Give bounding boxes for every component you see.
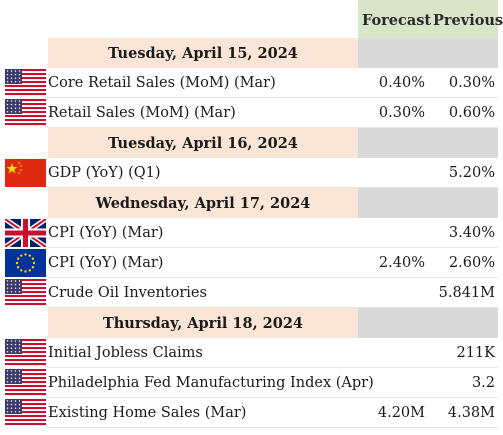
date-band-values — [358, 128, 498, 158]
previous-column-header: Previous — [433, 12, 503, 29]
previous-value: 3.40% — [448, 225, 495, 241]
row-divider — [48, 427, 498, 428]
forecast-value: 0.30% — [378, 105, 425, 121]
date-label: Thursday, April 18, 2024 — [102, 315, 304, 332]
us-flag-icon — [5, 99, 46, 127]
uk-flag-icon — [3, 216, 48, 250]
date-label: Tuesday, April 15, 2024 — [108, 45, 298, 62]
previous-value: 2.60% — [448, 255, 495, 271]
calendar-header: Forecast Previous — [0, 0, 503, 38]
date-label: Tuesday, April 16, 2024 — [108, 135, 298, 152]
forecast-value: 2.40% — [378, 255, 425, 271]
date-band — [48, 38, 358, 68]
date-band-values — [358, 38, 498, 68]
date-band — [48, 188, 358, 218]
event-name: Philadelphia Fed Manufacturing Index (Ap… — [48, 375, 374, 391]
row-divider — [48, 277, 498, 278]
date-section-header: Thursday, April 18, 2024 — [0, 308, 503, 338]
event-name: Crude Oil Inventories — [48, 285, 207, 301]
row-divider — [48, 97, 498, 98]
event-name: GDP (YoY) (Q1) — [48, 165, 161, 181]
eu-flag-icon — [5, 249, 46, 277]
date-label: Wednesday, April 17, 2024 — [95, 195, 311, 212]
calendar-body: Tuesday, April 15, 2024 Core Retail Sales… — [0, 38, 503, 428]
previous-value: 5.841M — [438, 285, 495, 301]
event-name: Initial Jobless Claims — [48, 345, 203, 361]
forecast-value: 4.20M — [377, 405, 425, 421]
event-row: Crude Oil Inventories 5.841M — [0, 278, 503, 308]
event-name: Existing Home Sales (Mar) — [48, 405, 247, 421]
previous-value: 0.30% — [448, 75, 495, 91]
date-section-header: Tuesday, April 16, 2024 — [0, 128, 503, 158]
date-section-header: Wednesday, April 17, 2024 — [0, 188, 503, 218]
event-name: Retail Sales (MoM) (Mar) — [48, 105, 236, 121]
row-divider — [48, 367, 498, 368]
previous-value: 3.2 — [471, 375, 495, 391]
header-background — [358, 0, 498, 38]
event-name: CPI (YoY) (Mar) — [48, 255, 164, 271]
event-row: Core Retail Sales (MoM) (Mar) 0.40% 0.30% — [0, 68, 503, 98]
event-row: CPI (YoY) (Mar) 3.40% — [0, 216, 503, 250]
event-name: Core Retail Sales (MoM) (Mar) — [48, 75, 276, 91]
us-flag-icon — [5, 69, 46, 97]
event-row: Retail Sales (MoM) (Mar) 0.30% 0.60% — [0, 98, 503, 128]
previous-value: 211K — [456, 345, 495, 361]
date-section-header: Tuesday, April 15, 2024 — [0, 38, 503, 68]
date-band — [48, 128, 358, 158]
previous-value: 5.20% — [448, 165, 495, 181]
china-flag-icon — [5, 159, 46, 187]
event-row: Initial Jobless Claims 211K — [0, 338, 503, 368]
us-flag-icon — [5, 369, 46, 397]
date-band — [48, 308, 358, 338]
row-divider — [48, 187, 498, 188]
previous-value: 0.60% — [448, 105, 495, 121]
row-divider — [48, 247, 498, 248]
event-row: GDP (YoY) (Q1) 5.20% — [0, 158, 503, 188]
forecast-column-header: Forecast — [362, 12, 432, 29]
event-row: CPI (YoY) (Mar) 2.40% 2.60% — [0, 248, 503, 278]
us-flag-icon — [5, 339, 46, 367]
date-band-values — [358, 308, 498, 338]
row-divider — [48, 307, 498, 308]
forecast-value: 0.40% — [378, 75, 425, 91]
row-divider — [48, 127, 498, 128]
event-row: Existing Home Sales (Mar) 4.20M 4.38M — [0, 398, 503, 428]
event-row: Philadelphia Fed Manufacturing Index (Ap… — [0, 368, 503, 398]
us-flag-icon — [5, 279, 46, 307]
previous-value: 4.38M — [447, 405, 495, 421]
date-band-values — [358, 188, 498, 218]
event-name: CPI (YoY) (Mar) — [48, 225, 164, 241]
row-divider — [48, 397, 498, 398]
us-flag-icon — [5, 399, 46, 427]
